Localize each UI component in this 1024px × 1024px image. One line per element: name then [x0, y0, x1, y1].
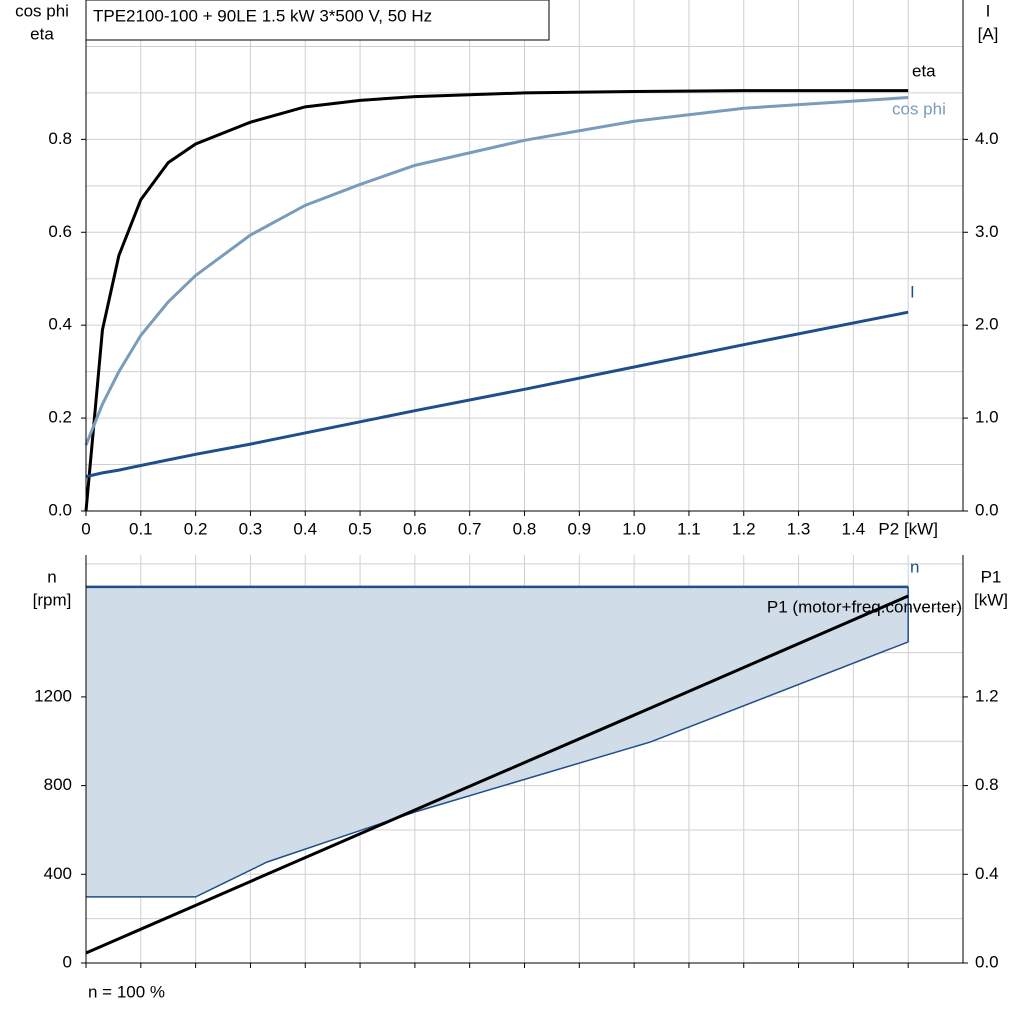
- y2-tick-label: 0.0: [975, 952, 999, 971]
- y2-tick-label: 0.8: [975, 775, 999, 794]
- y2-tick-label: 4.0: [975, 129, 999, 148]
- y2-axis-label: [A]: [978, 24, 999, 43]
- y-tick-label: 0.6: [48, 222, 72, 241]
- y-tick-label: 0.8: [48, 129, 72, 148]
- series-label: P1 (motor+freq.converter): [767, 597, 962, 616]
- series-label: eta: [912, 61, 936, 80]
- line: [84, 89, 909, 512]
- x-tick-label: 0: [81, 519, 90, 538]
- y2-axis-label: P1: [981, 567, 1002, 586]
- x-tick-label: 0.7: [458, 519, 482, 538]
- series-label: I: [910, 282, 915, 301]
- y2-tick-label: 2.0: [975, 315, 999, 334]
- y-axis-label: [rpm]: [33, 590, 72, 609]
- line: [85, 594, 909, 955]
- series-label: n: [910, 557, 919, 576]
- y2-axis-label: [kW]: [974, 590, 1008, 609]
- y-axis-label: n: [47, 567, 56, 586]
- x-tick-label: 0.4: [293, 519, 317, 538]
- x-tick-label: 1.4: [842, 519, 866, 538]
- y2-tick-label: 3.0: [975, 222, 999, 241]
- footer: n = 100 %: [88, 982, 165, 1001]
- x-tick-label: P2 [kW]: [878, 519, 938, 538]
- y-tick-label: 800: [44, 775, 72, 794]
- y-tick-label: 400: [44, 864, 72, 883]
- y-tick-label: 0.0: [48, 500, 72, 519]
- y-tick-label: 0.4: [48, 315, 72, 334]
- line: [85, 310, 909, 479]
- title-box: [85, 0, 550, 41]
- line: [86, 641, 909, 898]
- y-axis-label: cos phi: [15, 1, 69, 20]
- chart-title: TPE2100-100 + 90LE 1.5 kW 3*500 V, 50 Hz: [93, 6, 432, 25]
- x-tick-label: 0.6: [403, 519, 427, 538]
- x-tick-label: 0.5: [348, 519, 372, 538]
- x-tick-label: 0.3: [239, 519, 263, 538]
- line: [84, 96, 909, 446]
- series-label: cos phi: [892, 99, 946, 118]
- x-tick-label: 1.3: [787, 519, 811, 538]
- y2-tick-label: 1.0: [975, 408, 999, 427]
- x-tick-label: 0.9: [567, 519, 591, 538]
- x-tick-label: 0.1: [129, 519, 153, 538]
- x-tick-label: 1.0: [622, 519, 646, 538]
- x-tick-label: 1.1: [677, 519, 701, 538]
- y2-tick-label: 0.0: [975, 500, 999, 519]
- y2-tick-label: 1.2: [975, 686, 999, 705]
- x-tick-label: 1.2: [732, 519, 756, 538]
- y2-axis-label: I: [986, 1, 991, 20]
- y-tick-label: 0: [63, 952, 72, 971]
- y-tick-label: 0.2: [48, 408, 72, 427]
- y-tick-label: 1200: [34, 686, 72, 705]
- x-tick-label: 0.2: [184, 519, 208, 538]
- x-tick-label: 0.8: [513, 519, 537, 538]
- y2-tick-label: 0.4: [975, 864, 999, 883]
- area: [86, 586, 909, 897]
- y-axis-label: eta: [30, 24, 54, 43]
